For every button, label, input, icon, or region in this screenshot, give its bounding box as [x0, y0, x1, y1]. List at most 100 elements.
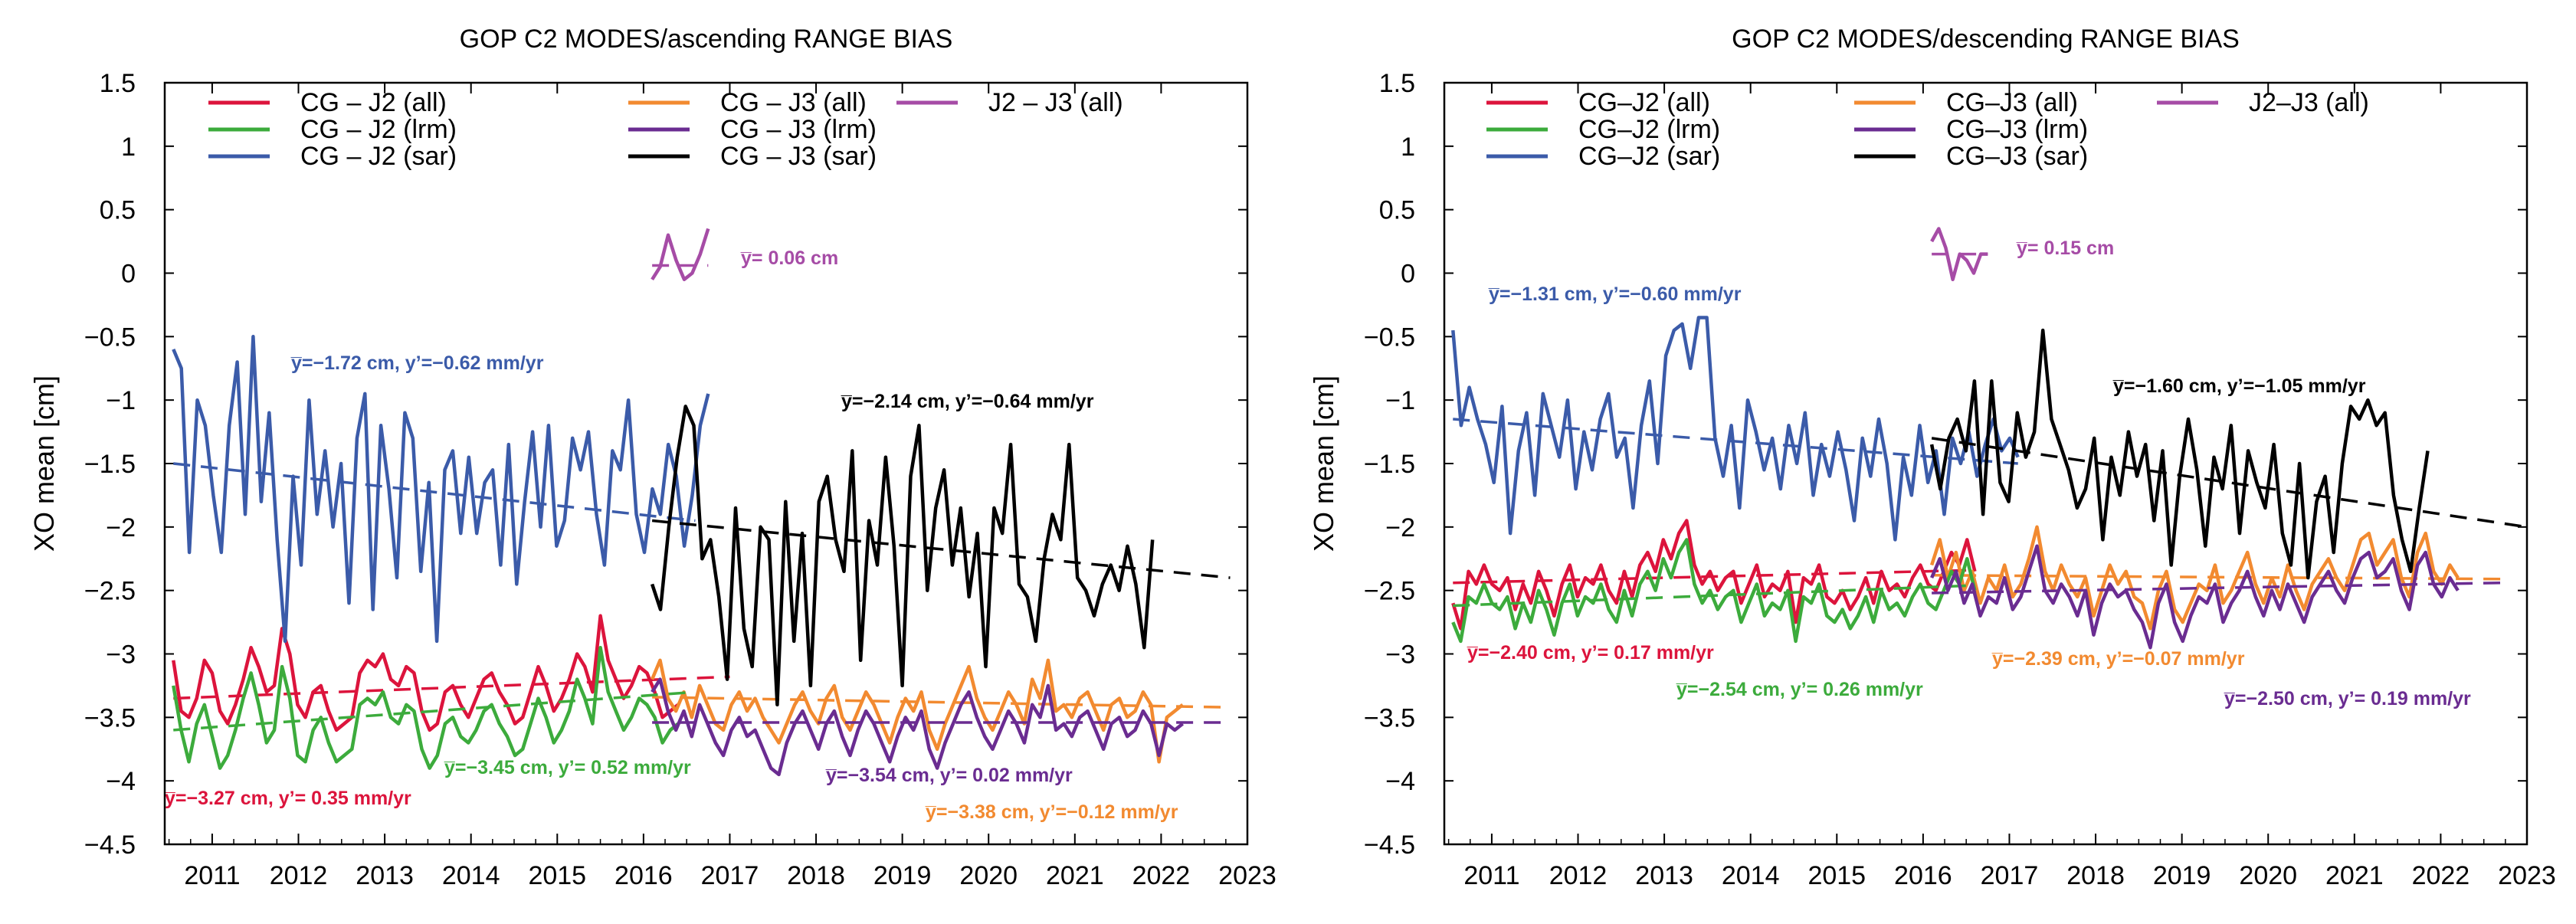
series-line	[1451, 519, 1977, 631]
series-line	[651, 677, 1185, 777]
series-line	[1451, 316, 2020, 542]
x-tick-label: 2018	[2066, 861, 2125, 890]
y-tick-label: 0	[1401, 260, 1415, 289]
x-tick-label: 2011	[184, 861, 240, 890]
plot-frame	[163, 81, 1249, 846]
trend-annotation: y̅=−1.60 cm, y’=−1.05 mm/yr	[2112, 375, 2366, 397]
trend-annotation: y̅=−1.31 cm, y’=−0.60 mm/yr	[1488, 283, 1742, 305]
trend-line	[1931, 437, 2528, 529]
legend-label: CG – J2 (sar)	[300, 142, 457, 171]
x-tick-label: 2013	[356, 861, 414, 890]
y-tick-label: −3.5	[1364, 703, 1415, 732]
x-tick-label: 2017	[1981, 861, 2039, 890]
y-tick-label: 1	[1401, 133, 1415, 162]
trend-line	[173, 675, 730, 700]
legend-label: CG – J2 (lrm)	[300, 115, 457, 144]
series-line	[1929, 328, 2430, 580]
series-line	[172, 645, 680, 770]
series-line	[1451, 538, 1977, 644]
y-tick-label: −1.5	[1364, 450, 1415, 479]
x-tick-label: 2011	[1463, 861, 1519, 890]
x-tick-label: 2022	[2412, 861, 2470, 890]
x-tick-label: 2012	[1549, 861, 1608, 890]
y-tick-label: −1.5	[84, 450, 136, 479]
y-tick-label: −4.5	[84, 831, 136, 860]
legend-label: CG–J3 (lrm)	[1946, 115, 2088, 144]
trend-line	[1453, 418, 2018, 465]
chart-title: GOP C2 MODES/ascending RANGE BIAS	[460, 25, 953, 54]
x-tick-label: 2015	[1807, 861, 1866, 890]
trend-annotation: y̅=−2.14 cm, y’=−0.64 mm/yr	[841, 391, 1094, 412]
y-tick-label: −3	[106, 641, 136, 670]
series-line	[1929, 525, 2460, 631]
trend-line	[1932, 581, 2502, 595]
x-tick-label: 2012	[270, 861, 328, 890]
trend-line	[651, 519, 1231, 579]
legend-label: CG–J2 (sar)	[1578, 142, 1720, 171]
y-tick-label: −4	[1385, 767, 1415, 796]
y-tick-label: 1	[121, 133, 136, 162]
y-tick-label: −4.5	[1364, 831, 1415, 860]
x-tick-label: 2019	[2153, 861, 2211, 890]
y-tick-label: 0.5	[1379, 196, 1415, 225]
trend-annotation: y̅=−2.39 cm, y’=−0.07 mm/yr	[1991, 648, 2245, 670]
trend-annotation: y̅= 0.06 cm	[740, 247, 838, 269]
plot-frame	[1443, 81, 2528, 846]
chart-panel-1: GOP C2 MODES/ascending RANGE BIAS XO mean…	[28, 25, 1277, 890]
y-axis-label: XO mean [cm]	[28, 375, 60, 552]
x-tick-label: 2017	[701, 861, 759, 890]
legend-label: CG–J2 (all)	[1578, 88, 1710, 117]
x-tick-label: 2014	[1722, 861, 1780, 890]
legend-label: CG – J3 (lrm)	[720, 115, 877, 144]
x-tick-label: 2021	[2325, 861, 2384, 890]
x-tick-label: 2020	[959, 861, 1018, 890]
trend-annotation: y̅= 0.15 cm	[2016, 238, 2114, 259]
trend-annotation: y̅=−3.45 cm, y’= 0.52 mm/yr	[444, 757, 691, 778]
trend-annotation: y̅=−1.72 cm, y’=−0.62 mm/yr	[290, 352, 544, 374]
y-tick-label: −0.5	[84, 323, 136, 352]
y-tick-label: −1	[106, 386, 136, 415]
series-line	[172, 335, 710, 644]
trend-line	[173, 690, 696, 732]
chart-panel-2: GOP C2 MODES/descending RANGE BIAS XO mea…	[1308, 25, 2556, 890]
trend-annotation: y̅=−3.38 cm, y’=−0.12 mm/yr	[925, 801, 1178, 823]
x-tick-label: 2014	[442, 861, 500, 890]
y-tick-label: 0	[121, 260, 136, 289]
x-tick-label: 2023	[2498, 861, 2556, 890]
series-line	[650, 405, 1155, 707]
y-axis-label: XO mean [cm]	[1308, 375, 1339, 552]
x-tick-label: 2020	[2239, 861, 2297, 890]
x-tick-label: 2022	[1132, 861, 1191, 890]
trend-line	[1453, 568, 1975, 585]
x-tick-label: 2013	[1635, 861, 1693, 890]
x-tick-label: 2015	[528, 861, 586, 890]
legend-label: J2 – J3 (all)	[988, 88, 1123, 117]
x-tick-label: 2019	[873, 861, 932, 890]
series-line	[651, 658, 1185, 764]
y-tick-label: −2	[106, 513, 136, 542]
y-tick-label: −3.5	[84, 703, 136, 732]
y-tick-label: −3	[1385, 641, 1415, 670]
x-tick-label: 2018	[787, 861, 845, 890]
trend-annotation: y̅=−3.54 cm, y’= 0.02 mm/yr	[825, 765, 1073, 786]
trend-annotation: y̅=−2.50 cm, y’= 0.19 mm/yr	[2224, 688, 2471, 709]
y-tick-label: −1	[1385, 386, 1415, 415]
trend-line	[1453, 584, 1975, 608]
trend-annotation: y̅=−2.40 cm, y’= 0.17 mm/yr	[1467, 642, 1714, 664]
legend-label: CG–J3 (sar)	[1946, 142, 2088, 171]
y-tick-label: −2	[1385, 513, 1415, 542]
x-tick-label: 2021	[1046, 861, 1104, 890]
x-tick-label: 2016	[1894, 861, 1952, 890]
y-tick-label: 1.5	[1379, 69, 1415, 98]
x-tick-label: 2016	[615, 861, 673, 890]
trend-line	[652, 696, 1222, 709]
series-line	[172, 614, 680, 732]
legend-label: CG–J2 (lrm)	[1578, 115, 1720, 144]
y-tick-label: −2.5	[84, 577, 136, 606]
y-tick-label: −2.5	[1364, 577, 1415, 606]
y-tick-label: −4	[106, 767, 136, 796]
legend-label: J2–J3 (all)	[2249, 88, 2369, 117]
trend-line	[173, 462, 696, 523]
legend-label: CG – J3 (all)	[720, 88, 867, 117]
